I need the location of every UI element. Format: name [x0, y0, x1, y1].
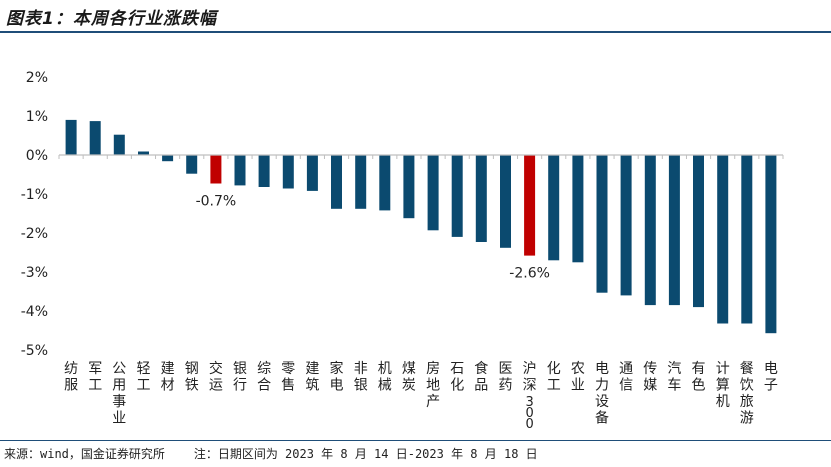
bar-机械	[379, 155, 391, 211]
y-tick-label: 1%	[26, 109, 48, 125]
bar-银行	[234, 155, 246, 186]
category-label-煤炭: 煤炭	[402, 361, 416, 394]
category-label-交运: 交运	[209, 360, 223, 394]
bar-零售	[282, 155, 294, 189]
bar-煤炭	[403, 155, 415, 219]
category-label-化工: 化工	[547, 361, 561, 394]
category-label-房地产: 房地产	[426, 361, 440, 410]
y-tick-label: 2%	[26, 70, 48, 86]
category-label-家电: 家电	[330, 360, 344, 394]
category-label-零售: 零售	[281, 361, 295, 394]
x-axis: 纺服军工公用事业轻工建材钢铁交运银行综合零售建筑家电非银机械煤炭房地产石化食品医…	[64, 360, 778, 432]
bar-沪深300	[524, 155, 536, 256]
category-label-综合: 综合	[257, 361, 271, 394]
bar-食品	[475, 155, 487, 242]
y-tick-label: -5%	[21, 343, 48, 359]
annotation-交运: -0.7%	[196, 194, 237, 210]
category-label-建材: 建材	[161, 361, 175, 394]
category-label-传媒: 传媒	[643, 361, 657, 394]
y-tick-label: -4%	[21, 304, 48, 320]
footer: 来源：wind，国金证券研究所 注：日期区间为 2023 年 8 月 14 日-…	[4, 445, 538, 462]
bar-餐饮旅游	[741, 155, 753, 324]
y-tick-label: 0%	[26, 148, 48, 164]
bar-钢铁	[186, 155, 198, 174]
category-label-非银: 非银	[354, 361, 368, 394]
category-label-沪深300: 沪深 3 0 0	[523, 361, 537, 432]
category-label-银行: 银行	[233, 361, 247, 394]
category-label-汽车: 汽车	[667, 361, 681, 394]
annotations: -0.7% -2.6%	[196, 194, 550, 282]
bar-series	[65, 119, 777, 334]
bar-医药	[500, 155, 511, 248]
source-note: 来源：wind，国金证券研究所	[4, 447, 165, 461]
bar-电子	[765, 155, 777, 334]
bar-军工	[89, 121, 101, 155]
category-label-农业: 农业	[571, 361, 585, 394]
category-label-轻工: 轻工	[137, 361, 151, 394]
category-label-纺服: 纺服	[64, 361, 78, 394]
category-label-食品: 食品	[474, 360, 488, 394]
bar-石化	[451, 155, 463, 237]
y-tick-label: -1%	[21, 187, 48, 203]
category-label-医药: 医药	[499, 361, 513, 394]
bar-化工	[548, 155, 560, 261]
bar-非银	[355, 155, 367, 209]
chart-title: 图表1：本周各行业涨跌幅	[6, 9, 217, 29]
bar-建材	[162, 155, 174, 162]
category-label-有色: 有色	[692, 361, 706, 394]
footer-divider	[0, 440, 831, 441]
category-label-电子: 电子	[764, 361, 778, 394]
bar-轻工	[138, 151, 149, 155]
category-label-通信: 通信	[619, 361, 633, 394]
bar-纺服	[65, 119, 77, 155]
bar-有色	[693, 155, 704, 308]
bar-通信	[620, 155, 632, 296]
bar-计算机	[717, 155, 729, 324]
bar-综合	[258, 155, 270, 187]
bar-传媒	[644, 155, 656, 306]
category-label-石化: 石化	[450, 361, 464, 394]
bar-家电	[331, 155, 342, 209]
bar-chart: 2% 1% 0% -1% -2% -3% -4% -5% 纺服军工公用事业轻工建材钢铁交运银行…	[21, 70, 784, 432]
title-divider	[0, 31, 831, 33]
bar-交运	[210, 155, 222, 184]
bar-电力设备	[596, 155, 608, 293]
bar-房地产	[427, 155, 439, 231]
y-axis: 2% 1% 0% -1% -2% -3% -4% -5%	[21, 70, 784, 359]
category-label-计算机: 计算机	[716, 361, 730, 410]
bar-农业	[572, 155, 584, 263]
bar-公用事业	[113, 134, 125, 155]
category-label-公用事业: 公用事业	[112, 361, 126, 427]
bar-建筑	[306, 155, 318, 191]
category-label-军工: 军工	[88, 361, 102, 394]
category-label-机械: 机械	[378, 361, 392, 394]
y-tick-label: -2%	[21, 226, 48, 242]
category-label-电力设备: 电力设备	[595, 361, 609, 427]
y-tick-label: -3%	[21, 265, 48, 281]
category-label-钢铁: 钢铁	[185, 361, 199, 394]
annotation-沪深300: -2.6%	[509, 266, 550, 282]
category-label-餐饮旅游: 餐饮旅游	[740, 361, 754, 427]
date-note: 注：日期区间为 2023 年 8 月 14 日-2023 年 8 月 18 日	[193, 447, 538, 461]
bar-汽车	[668, 155, 680, 306]
category-label-建筑: 建筑	[305, 361, 319, 394]
